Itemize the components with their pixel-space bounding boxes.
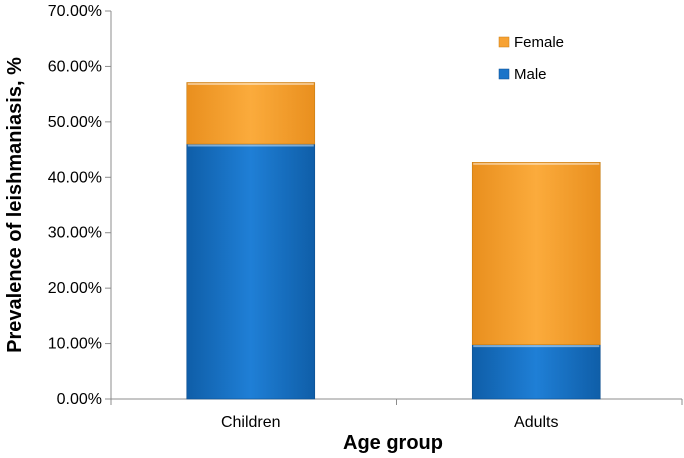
legend-swatch-male bbox=[498, 68, 510, 80]
x-axis-ticks: Children Adults bbox=[110, 399, 683, 431]
bar-segment-female-adults[interactable] bbox=[471, 162, 601, 345]
bar-segment-male-children[interactable] bbox=[186, 143, 316, 400]
legend-label-female: Female bbox=[514, 34, 564, 51]
legend: Female Male bbox=[498, 34, 564, 83]
bars-group bbox=[186, 82, 601, 400]
x-tick-label: Adults bbox=[514, 414, 558, 431]
y-tick-label: 10.00% bbox=[48, 336, 102, 353]
legend-label-male: Male bbox=[514, 66, 547, 83]
x-tick-label: Children bbox=[221, 414, 281, 431]
bar-segment-male-adults[interactable] bbox=[471, 344, 601, 400]
y-tick-label: 0.00% bbox=[57, 391, 102, 408]
bar-segment-female-children[interactable] bbox=[186, 82, 316, 145]
y-tick-label: 20.00% bbox=[48, 280, 102, 297]
y-axis-title: Prevalence of leishmaniasis, % bbox=[4, 57, 26, 353]
legend-swatch-female bbox=[498, 36, 510, 48]
y-tick-label: 40.00% bbox=[48, 169, 102, 186]
y-tick-label: 30.00% bbox=[48, 225, 102, 242]
y-tick-label: 70.00% bbox=[48, 3, 102, 20]
y-tick-label: 60.00% bbox=[48, 58, 102, 75]
y-tick-label: 50.00% bbox=[48, 114, 102, 131]
x-axis-title: Age group bbox=[343, 432, 443, 454]
y-axis-ticks: 0.00% 10.00% 20.00% 30.00% 40.00% 50.00% 60.00… bbox=[48, 3, 111, 408]
